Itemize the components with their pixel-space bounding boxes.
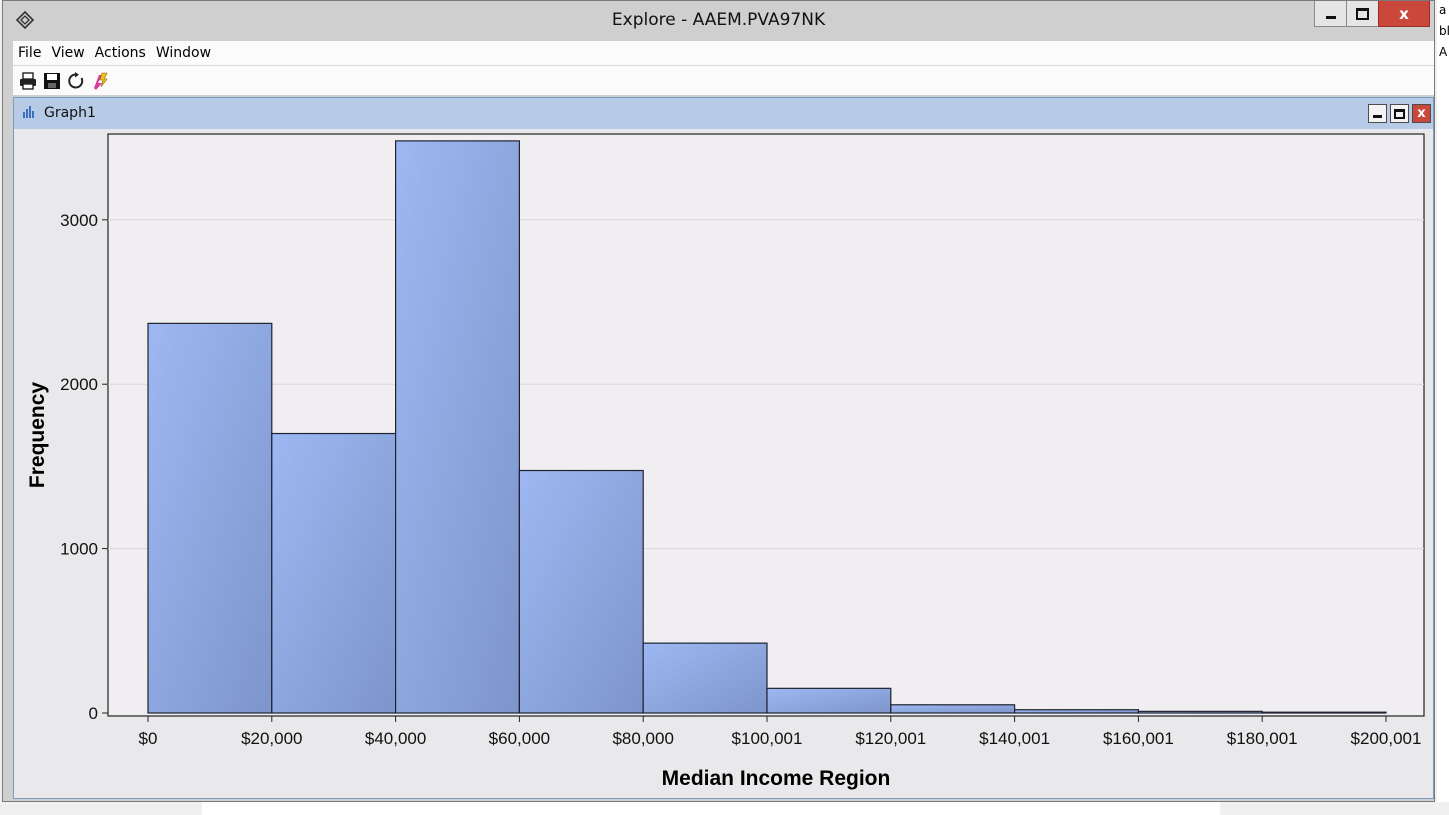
chart-svg: 0 1000 2000 3000 $0 $20,000 $40,000 $60,000 $80,… xyxy=(26,133,1425,790)
maximize-icon xyxy=(1394,108,1405,119)
close-button[interactable]: x xyxy=(1378,1,1430,27)
menu-file[interactable]: File xyxy=(18,45,42,61)
x-tick-label-1: $20,000 xyxy=(241,729,302,748)
histogram-chart: 0 1000 2000 3000 $0 $20,000 $40,000 $60,000 $80,… xyxy=(14,129,1433,798)
window-controls: x xyxy=(1314,1,1430,29)
minimize-button[interactable] xyxy=(1314,1,1347,27)
bar-$160,001–$180,001 xyxy=(1137,710,1263,714)
background-bottom-strip xyxy=(0,802,1449,815)
toolbar xyxy=(13,65,1434,95)
bar-$20,000–$40,000 xyxy=(271,432,397,714)
x-tick-label-5: $100,001 xyxy=(732,729,803,748)
x-tick-label-4: $80,000 xyxy=(612,729,673,748)
bar-$60,000–$80,000 xyxy=(518,469,644,714)
window-title: Explore - AAEM.PVA97NK xyxy=(611,10,826,30)
bar-$80,000–$100,001 xyxy=(642,642,768,714)
x-tick-label-0: $0 xyxy=(139,729,158,748)
bar-$100,001–$120,001 xyxy=(766,687,892,714)
x-tick-label-2: $40,000 xyxy=(365,729,426,748)
x-tick-label-6: $120,001 xyxy=(855,729,926,748)
bar-chart-icon xyxy=(22,106,36,121)
x-tick-label-3: $60,000 xyxy=(489,729,550,748)
close-icon: x xyxy=(1399,4,1409,23)
graph-close-button[interactable]: x xyxy=(1412,104,1431,123)
menu-bar: File View Actions Window xyxy=(13,41,1434,65)
run-icon[interactable] xyxy=(89,70,111,92)
y-tick-label-0: 0 xyxy=(89,704,98,723)
y-tick-label-1000: 1000 xyxy=(60,540,98,559)
x-tick-label-9: $180,001 xyxy=(1227,729,1298,748)
menu-actions[interactable]: Actions xyxy=(94,45,146,61)
bar-$120,001–$140,001 xyxy=(890,704,1016,714)
explore-window: Explore - AAEM.PVA97NK x File View Actio… xyxy=(2,0,1435,802)
bar-$140,001–$160,001 xyxy=(1013,709,1139,714)
graph-window-controls: x xyxy=(1368,104,1431,123)
close-icon: x xyxy=(1417,106,1426,121)
graph-window: Graph1 x 0 1000 2000 3000 $0 $20,000 $40,000 $6… xyxy=(13,97,1434,799)
menu-window[interactable]: Window xyxy=(155,45,212,61)
refresh-icon[interactable] xyxy=(65,70,87,92)
maximize-button[interactable] xyxy=(1346,1,1379,27)
maximize-icon xyxy=(1356,7,1369,20)
y-tick-label-2000: 2000 xyxy=(60,375,98,394)
menu-view[interactable]: View xyxy=(51,45,85,61)
graph-minimize-button[interactable] xyxy=(1368,104,1387,123)
edge-text-3: A xyxy=(1439,45,1448,59)
x-tick-label-8: $160,001 xyxy=(1103,729,1174,748)
print-icon[interactable] xyxy=(17,70,39,92)
bar-$0–$20,000 xyxy=(147,322,273,714)
x-tick-label-10: $200,001 xyxy=(1351,729,1422,748)
minimize-icon xyxy=(1325,16,1336,19)
edge-text-2: bl xyxy=(1439,24,1449,38)
save-icon[interactable] xyxy=(41,70,63,92)
bar-$40,000–$60,000 xyxy=(395,140,521,714)
graph-maximize-button[interactable] xyxy=(1390,104,1409,123)
graph-title: Graph1 xyxy=(44,105,96,121)
title-bar[interactable]: Explore - AAEM.PVA97NK x xyxy=(3,1,1434,40)
y-tick-label-3000: 3000 xyxy=(60,211,98,230)
bar-$180,001–$200,001 xyxy=(1261,711,1387,714)
graph-title-bar[interactable]: Graph1 x xyxy=(14,98,1433,129)
edge-text-1: a xyxy=(1439,3,1447,17)
sas-app-icon[interactable] xyxy=(15,10,35,30)
x-tick-label-7: $140,001 xyxy=(979,729,1050,748)
y-axis-title: Frequency xyxy=(26,382,49,489)
background-panel xyxy=(202,802,1220,815)
minimize-icon xyxy=(1373,115,1382,118)
background-window-edge: a bl A xyxy=(1437,0,1449,815)
x-axis-title: Median Income Region xyxy=(662,767,891,790)
